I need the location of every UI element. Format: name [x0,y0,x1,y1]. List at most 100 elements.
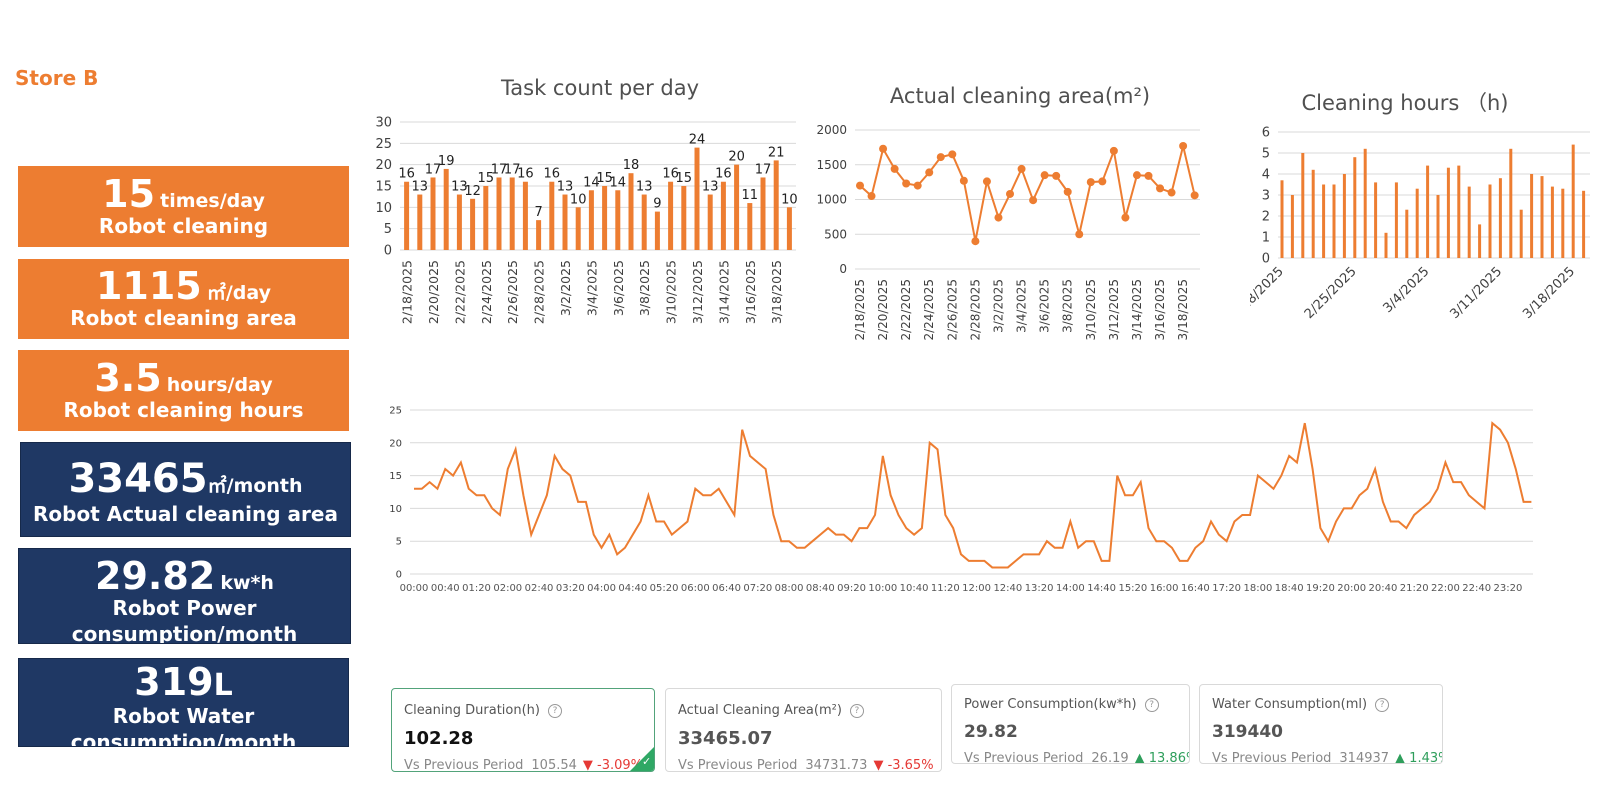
data-point [994,213,1003,222]
bar [747,203,753,250]
y-tick-label: 10 [375,201,392,216]
x-tick-label: 2/20/2025 [876,279,890,341]
series-line [859,145,1196,242]
y-tick-label: 2000 [816,123,847,137]
x-tick-label: 21:20 [1400,583,1429,594]
x-tick-label: 10:00 [868,583,897,594]
metric-card-power-consumption[interactable]: Power Consumption(kw*h)? 29.82 Vs Previo… [951,684,1190,764]
data-point [1006,189,1015,198]
bar [1436,195,1440,258]
bar [1478,224,1482,258]
x-tick-label: 3/10/2025 [664,260,679,324]
bar [707,194,713,250]
data-point [948,150,957,159]
data-label: 14 [610,175,627,190]
x-tick-label: 3/8/2025 [637,260,652,316]
y-tick-label: 0 [396,570,402,581]
x-tick-label: 18:40 [1275,583,1304,594]
data-point [925,168,934,177]
kpi-robot-cleaning-hours: 3.5 hours/day Robot cleaning hours [18,350,349,431]
data-label: 9 [653,197,661,212]
kpi-label-line2: consumption/month [70,730,297,747]
kpi-label-line1: Robot Water [112,704,255,728]
data-point [1156,184,1165,193]
x-tick-label: 08:40 [806,583,835,594]
x-tick-label: 04:00 [587,583,616,594]
y-tick-label: 30 [375,116,392,131]
data-point [1121,213,1130,222]
x-tick-label: 02:40 [525,583,554,594]
bar [1311,169,1315,258]
metric-card-water-consumption[interactable]: Water Consumption(ml)? 319440 Vs Previou… [1199,684,1443,764]
x-tick-label: 02:00 [493,583,522,594]
metric-card-actual-cleaning-area[interactable]: Actual Cleaning Area(m²)? 33465.07 Vs Pr… [665,688,942,772]
cleaning-hours-bar-chart: 0 1 2 3 4 5 6 2/18/2025 2/25/2025 3/4/2025 3/11/20… [1250,126,1590,322]
data-label: 10 [781,192,798,207]
y-tick-label: 25 [375,137,392,152]
selected-check-icon: ✓ [629,746,654,771]
bar [694,147,700,250]
x-tick-label: 08:00 [775,583,804,594]
bar [470,198,476,250]
bar [1488,184,1492,258]
y-tick-label: 20 [390,438,402,449]
help-icon[interactable]: ? [1144,697,1159,712]
data-label: 15 [676,171,693,186]
x-tick-label: 20:40 [1369,583,1398,594]
data-label: 17 [425,162,442,177]
y-tick-label: 5 [1262,147,1270,162]
data-point [959,176,968,185]
time-of-day-line-chart: 0 5 10 15 20 25 00:00 00:40 01:20 02:00 02:40 03:20… [390,406,1533,594]
x-tick-label: 05:20 [650,583,679,594]
chart-title-cleaning-area: Actual cleaning area(m²) [889,84,1151,108]
y-tick-label: 15 [375,180,392,195]
y-tick-label: 5 [384,222,392,237]
x-tick-label: 2/28/2025 [968,279,982,341]
help-icon[interactable]: ? [849,703,864,718]
metric-card-cleaning-duration[interactable]: Cleaning Duration(h)? 102.28 Vs Previous… [391,688,655,772]
card-title: Water Consumption(ml) [1212,697,1368,712]
bar [760,177,766,250]
bar [404,181,410,250]
help-icon[interactable]: ? [1375,697,1390,712]
card-change: ▲ 13.86% [1134,751,1189,764]
data-label: 10 [570,192,587,207]
data-label: 7 [534,205,542,220]
bar [1405,209,1409,258]
y-tick-label: 20 [375,158,392,173]
x-tick-label: 3/12/2025 [690,260,705,324]
bar [1540,176,1544,258]
x-tick-label: 2/18/2025 [853,279,867,341]
kpi-value: 319 [134,660,214,704]
x-tick-label: 16:40 [1181,583,1210,594]
card-previous-value: 314937 [1339,751,1390,764]
kpi-unit: hours/day [166,374,273,396]
kpi-label: Robot cleaning hours [63,398,304,422]
data-label: 17 [504,162,521,177]
x-tick-label: 2/24/2025 [922,279,936,341]
bar [773,160,779,250]
data-label: 12 [464,184,481,199]
x-tick-label: 2/20/2025 [426,260,441,324]
x-tick-label: 3/2/2025 [991,279,1005,333]
y-tick-label: 0 [1262,252,1270,267]
bar [522,181,528,250]
bar [1280,180,1284,258]
help-icon[interactable]: ? [547,703,562,718]
data-point [982,177,991,186]
data-label: 11 [742,188,759,203]
kpi-unit: ㎡/day [206,282,272,304]
data-point [890,164,899,173]
x-tick-label: 12:40 [993,583,1022,594]
x-tick-label: 3/6/2025 [1038,279,1052,333]
kpi-unit: kw*h [220,572,274,594]
data-label: 19 [438,154,455,169]
card-compare-label: Vs Previous Period [1212,751,1332,764]
data-point [1144,171,1153,180]
bar [575,207,581,250]
x-tick-label: 2/18/2025 [400,260,415,324]
kpi-robot-cleaning-area: 1115 ㎡/day Robot cleaning area [18,259,349,339]
bar [668,181,674,250]
bar [1571,144,1575,258]
bar [628,173,634,250]
